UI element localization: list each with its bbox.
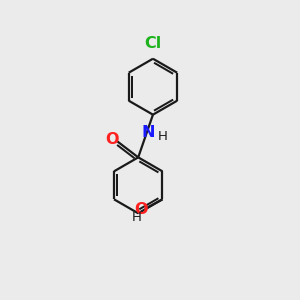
Text: O: O	[134, 202, 148, 217]
Text: N: N	[141, 125, 154, 140]
Text: H: H	[158, 130, 167, 143]
Text: Cl: Cl	[144, 36, 162, 51]
Text: O: O	[105, 132, 119, 147]
Text: H: H	[132, 211, 142, 224]
